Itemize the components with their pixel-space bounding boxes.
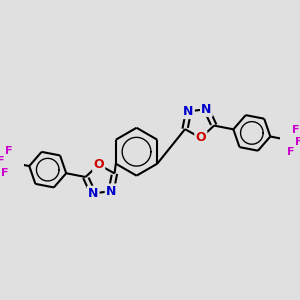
Text: N: N: [106, 185, 116, 198]
Text: O: O: [93, 158, 104, 171]
Text: N: N: [201, 103, 212, 116]
Text: F: F: [0, 155, 4, 166]
Text: F: F: [287, 147, 295, 157]
Text: O: O: [196, 131, 206, 144]
Text: F: F: [5, 146, 12, 156]
Text: F: F: [1, 168, 8, 178]
Text: N: N: [183, 105, 194, 118]
Text: N: N: [88, 187, 98, 200]
Text: F: F: [295, 137, 300, 147]
Text: F: F: [292, 125, 299, 135]
